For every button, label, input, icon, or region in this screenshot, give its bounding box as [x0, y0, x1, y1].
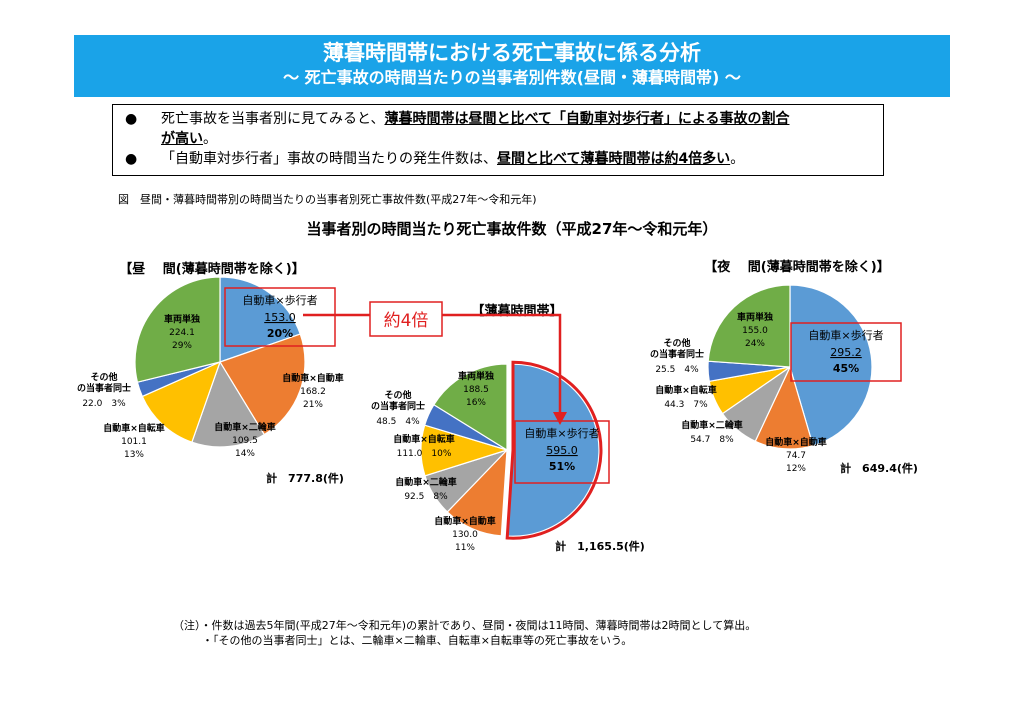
slice-label-value: 22.0 3% — [82, 399, 126, 409]
summary-emphasis: 昼間と比べて薄暮時間帯は約4倍多い — [497, 151, 731, 167]
slice-label-percent: 20% — [267, 327, 293, 340]
callout-text: 約4倍 — [384, 311, 429, 331]
page-header: 薄暮時間帯における死亡事故に係る分析 ～ 死亡事故の時間当たりの当事者別件数(昼… — [74, 35, 950, 97]
slice-label-name: 自動車×自転車 — [655, 384, 717, 396]
bullet-icon: ● — [125, 151, 138, 167]
slice-label-percent: 16% — [466, 398, 486, 408]
slice-label-name: 自動車×自転車 — [393, 433, 455, 445]
slice-label-name: 車両単独 — [458, 370, 494, 382]
pie-chart-3 — [707, 284, 902, 450]
slice-label-value: 130.0 — [452, 530, 478, 540]
summary-point-1: ● 死亡事故を当事者別に見てみると、薄暮時間帯は昼間と比べて「自動車対歩行者」に… — [125, 109, 875, 149]
slice-label-value: 153.0 — [264, 311, 296, 324]
slice-label-value: 155.0 — [742, 326, 768, 336]
pie-slice-motorcycle — [191, 360, 266, 448]
footnote-1: （注）・件数は過去5年間(平成27年～令和元年)の累計であり、昼間・夜間は11時… — [173, 619, 757, 632]
slice-label-name: 自動車×自動車 — [434, 515, 496, 527]
slice-label-value: 111.0 10% — [397, 449, 452, 459]
summary-text: 。 — [730, 151, 745, 167]
bullet-icon: ● — [125, 111, 138, 127]
slice-label-value: 168.2 — [300, 387, 326, 397]
footnote-2: ・「その他の当事者同士」とは、二輪車×二輪車、自転車×自転車等の死亡事故をいう。 — [202, 634, 633, 647]
slice-label-name: 自動車×二輪車 — [214, 421, 276, 433]
summary-text: 「自動車対歩行者」事故の時間当たりの発生件数は、 — [161, 151, 497, 167]
slice-label-name: 自動車×自動車 — [282, 372, 344, 384]
pie-slice-bicycle — [141, 360, 222, 443]
pie-slice-pedestrian — [789, 284, 873, 447]
slice-label-name: 自動車×二輪車 — [395, 476, 457, 488]
slice-label-name: 車両単独 — [737, 311, 773, 323]
pie-chart-total: 計 1,165.5(件) — [555, 539, 645, 553]
slice-label-value: 295.2 — [830, 346, 862, 359]
summary-emphasis: 薄暮時間帯は昼間と比べて「自動車対歩行者」による事故の割合 — [384, 111, 790, 127]
callout-box — [369, 301, 443, 337]
pie-slice-single-vehicle — [707, 284, 791, 368]
figure-caption: 図 昼間・薄暮時間帯別の時間当たりの当事者別死亡事故件数(平成27年～令和元年) — [118, 193, 537, 206]
pie-slice-car-car — [219, 333, 306, 436]
highlight-box — [224, 287, 336, 347]
summary-text: 。 — [203, 131, 217, 147]
slice-label-percent: 12% — [786, 464, 806, 474]
slice-label-name: の当事者同士 — [650, 348, 704, 360]
slice-label-name: その他 — [384, 389, 411, 401]
slice-label-name: 自動車×自動車 — [765, 436, 827, 448]
summary-point-2: ● 「自動車対歩行者」事故の時間当たりの発生件数は、昼間と比べて薄暮時間帯は約4… — [125, 149, 875, 169]
slice-label-value: 54.7 8% — [690, 435, 734, 445]
pie-chart-1 — [134, 276, 336, 448]
slice-label-percent: 51% — [549, 460, 575, 473]
slice-label-name: その他 — [90, 371, 117, 383]
slice-label-percent: 21% — [303, 400, 323, 410]
slice-label-value: 25.5 4% — [655, 365, 699, 375]
pie-chart-title: 【夜 間(薄暮時間帯を除く)】 — [704, 259, 889, 275]
slice-label-name: 車両単独 — [164, 313, 200, 325]
pie-chart-total: 計 777.8(件) — [266, 471, 344, 485]
slice-label-name: 自動車×歩行者 — [242, 293, 317, 307]
slice-label-percent: 24% — [745, 339, 765, 349]
pie-slice-pedestrian — [506, 363, 600, 537]
slice-label-name: 自動車×自転車 — [103, 422, 165, 434]
slice-label-value: 595.0 — [546, 444, 578, 457]
pie-slice-single-vehicle — [433, 363, 508, 452]
slice-label-percent: 29% — [172, 341, 192, 351]
pie-chart-total: 計 649.4(件) — [840, 461, 918, 475]
summary-emphasis: が高い — [161, 131, 203, 147]
slice-label-percent: 45% — [833, 362, 859, 375]
summary-text: 死亡事故を当事者別に見てみると、 — [161, 111, 385, 127]
highlight-outline — [505, 360, 603, 540]
chart-title: 当事者別の時間当たり死亡事故件数（平成27年～令和元年） — [306, 220, 718, 238]
highlight-box — [790, 322, 902, 382]
slice-label-percent: 13% — [124, 450, 144, 460]
slice-label-name: 自動車×歩行者 — [524, 426, 599, 440]
slice-label-value: 188.5 — [463, 385, 489, 395]
slice-label-name: 自動車×歩行者 — [808, 328, 883, 342]
pie-chart-2 — [420, 360, 610, 540]
slice-label-value: 74.7 — [786, 451, 806, 461]
slice-label-name: その他 — [663, 337, 690, 349]
slice-label-percent: 11% — [455, 543, 475, 553]
slice-label-value: 224.1 — [169, 328, 195, 338]
pie-chart-title: 【昼 間(薄暮時間帯を除く)】 — [119, 261, 304, 277]
pie-slice-single-vehicle — [134, 276, 221, 383]
slice-label-name: の当事者同士 — [371, 400, 425, 412]
slice-label-value: 92.5 8% — [404, 492, 448, 502]
slice-label-name: 自動車×二輪車 — [681, 419, 743, 431]
slice-label-value: 101.1 — [121, 437, 147, 447]
slice-label-value: 44.3 7% — [664, 400, 708, 410]
slice-label-percent: 14% — [235, 449, 255, 459]
summary-box: ● 死亡事故を当事者別に見てみると、薄暮時間帯は昼間と比べて「自動車対歩行者」に… — [112, 104, 884, 176]
page-title: 薄暮時間帯における死亡事故に係る分析 — [323, 41, 701, 65]
pie-chart-title: 【薄暮時間帯】 — [471, 303, 562, 319]
page-subtitle: ～ 死亡事故の時間当たりの当事者別件数(昼間・薄暮時間帯) ～ — [283, 68, 741, 87]
slice-label-value: 48.5 4% — [376, 417, 420, 427]
slice-label-name: の当事者同士 — [77, 382, 131, 394]
slice-label-value: 109.5 — [232, 436, 258, 446]
